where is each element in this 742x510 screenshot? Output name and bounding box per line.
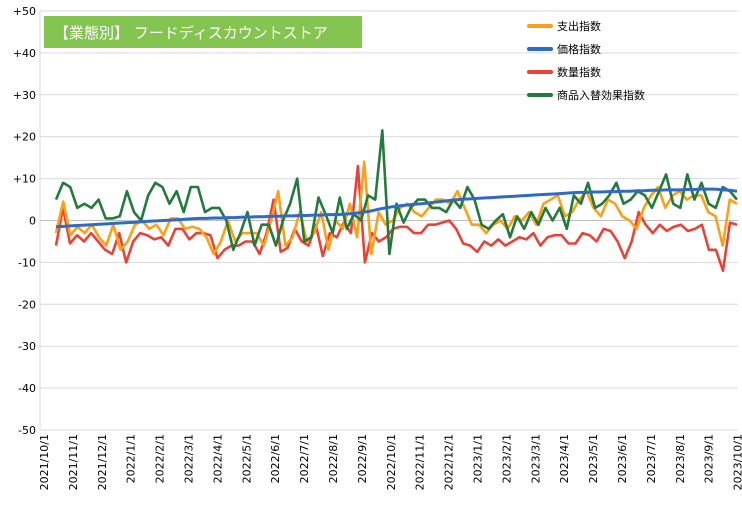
y-tick-label: +30 <box>13 89 36 102</box>
x-tick-label: 2021/11/1 <box>67 434 80 490</box>
legend-item-price: 価格指数 <box>527 37 645 60</box>
legend-label-price: 価格指数 <box>557 42 601 56</box>
legend-swatch-quantity <box>527 69 553 74</box>
x-tick-label: 2022/2/1 <box>154 434 167 483</box>
x-tick-label: 2022/7/1 <box>298 434 311 483</box>
legend: 支出指数 価格指数 数量指数 商品入替効果指数 <box>527 14 645 106</box>
x-tick-label: 2023/4/1 <box>558 434 571 483</box>
y-tick-label: 0 <box>29 215 36 228</box>
legend-label-spending: 支出指数 <box>557 19 601 33</box>
x-tick-label: 2022/6/1 <box>269 434 282 483</box>
x-tick-label: 2022/9/1 <box>356 434 369 483</box>
x-tick-label: 2023/3/1 <box>529 434 542 483</box>
legend-label-quantity: 数量指数 <box>557 65 601 79</box>
legend-item-quantity: 数量指数 <box>527 60 645 83</box>
x-tick-label: 2023/6/1 <box>616 434 629 483</box>
series-line-price <box>55 187 738 229</box>
x-axis-ticks: 2021/10/1 2021/11/1 2021/12/1 2022/1/1 2022/… <box>38 434 742 490</box>
legend-swatch-spending <box>527 23 553 28</box>
y-tick-label: -50 <box>18 424 36 437</box>
y-tick-label: -40 <box>18 382 36 395</box>
x-tick-label: 2022/1/1 <box>125 434 138 483</box>
series-line-replacement <box>54 129 738 256</box>
legend-label-replacement: 商品入替効果指数 <box>557 88 645 102</box>
y-tick-label: -20 <box>18 298 36 311</box>
x-tick-label: 2022/8/1 <box>327 434 340 483</box>
y-tick-label: -30 <box>18 340 36 353</box>
x-tick-label: 2023/7/1 <box>645 434 658 483</box>
x-tick-label: 2023/1/1 <box>472 434 485 483</box>
legend-swatch-replacement <box>527 92 553 97</box>
y-tick-label: +20 <box>13 131 36 144</box>
y-tick-label: +40 <box>13 47 36 60</box>
legend-swatch-price <box>527 46 553 51</box>
y-tick-label: +10 <box>13 173 36 186</box>
legend-item-spending: 支出指数 <box>527 14 645 37</box>
y-tick-label: +50 <box>13 5 36 18</box>
x-tick-label: 2022/11/1 <box>414 434 427 490</box>
x-tick-label: 2023/8/1 <box>674 434 687 483</box>
y-axis-ticks: +50 +40 +30 +20 +10 0 -10 -20 -30 -40 -50 <box>13 5 36 437</box>
x-tick-label: 2021/12/1 <box>96 434 109 490</box>
x-tick-label: 2022/10/1 <box>385 434 398 490</box>
x-tick-label: 2022/4/1 <box>211 434 224 483</box>
x-tick-label: 2023/5/1 <box>587 434 600 483</box>
x-tick-label: 2023/2/1 <box>500 434 513 483</box>
x-tick-label: 2022/5/1 <box>240 434 253 483</box>
series-lines <box>54 129 738 273</box>
x-tick-label: 2023/9/1 <box>703 434 716 483</box>
y-tick-label: -10 <box>18 256 36 269</box>
x-tick-label: 2021/10/1 <box>38 434 51 490</box>
chart-title: 【業態別】 フードディスカウントストア <box>44 16 362 48</box>
series-line-quantity <box>54 164 738 273</box>
x-tick-label: 2023/10/1 <box>732 434 742 490</box>
legend-item-replacement: 商品入替効果指数 <box>527 83 645 106</box>
x-tick-label: 2022/3/1 <box>183 434 196 483</box>
x-tick-label: 2022/12/1 <box>443 434 456 490</box>
